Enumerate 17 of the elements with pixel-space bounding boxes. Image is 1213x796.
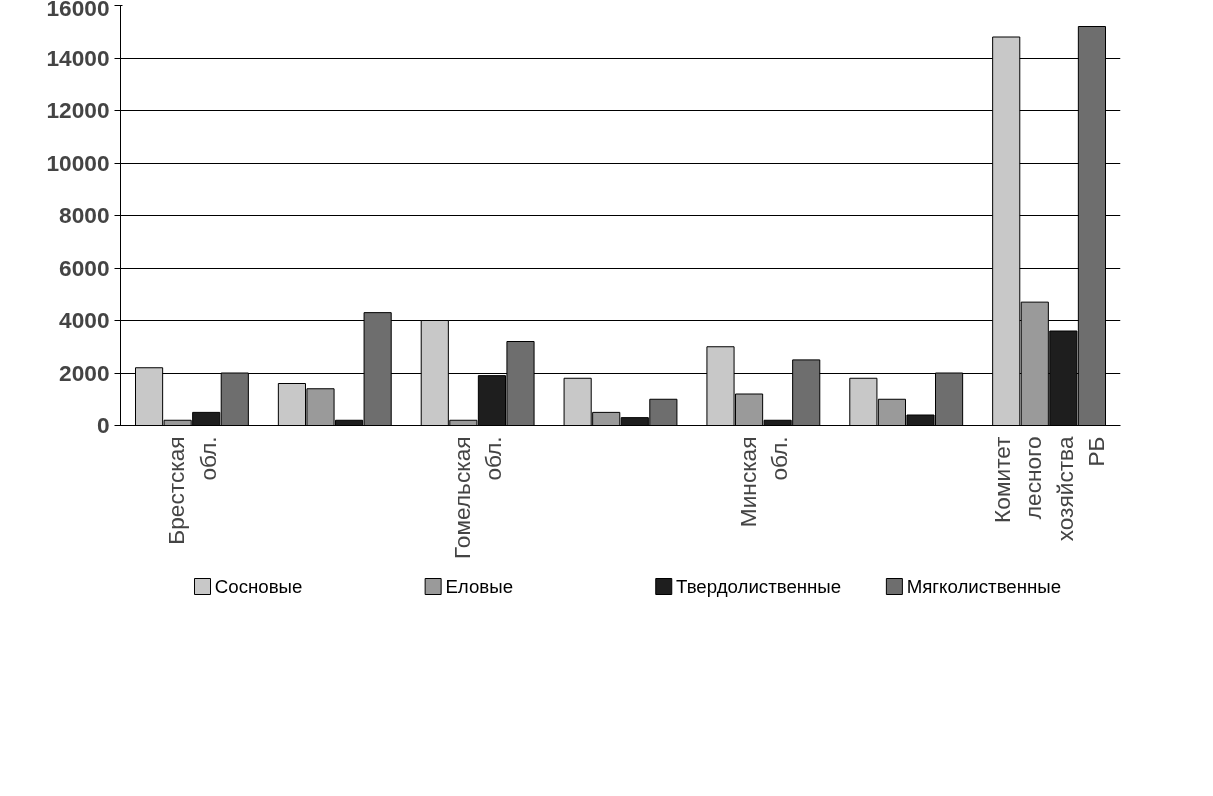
x-tick-label: Брестская обл. xyxy=(163,436,221,545)
legend-label: Еловые xyxy=(445,576,514,597)
y-tick-label: 6000 xyxy=(59,254,110,281)
y-tick-label: 0 xyxy=(96,412,110,438)
legend-label: Мягколиственные xyxy=(906,576,1062,597)
y-tick-label: 16000 xyxy=(46,0,110,21)
y-tick-label: 4000 xyxy=(59,307,110,333)
legend-label: Сосновые xyxy=(214,576,303,597)
x-tick-label: Гомельская обл. xyxy=(449,436,507,559)
y-tick-label: 8000 xyxy=(59,202,110,228)
legend-label: Твердолиственные xyxy=(676,576,842,597)
y-tick-label: 14000 xyxy=(46,44,110,71)
x-tick-label: Комитет лесного хозяйства РБ xyxy=(989,436,1109,542)
x-tick-label: Минская обл. xyxy=(734,436,792,528)
y-tick-label: 12000 xyxy=(46,97,110,123)
y-tick-label: 10000 xyxy=(46,149,110,176)
y-tick-label: 2000 xyxy=(59,359,110,386)
